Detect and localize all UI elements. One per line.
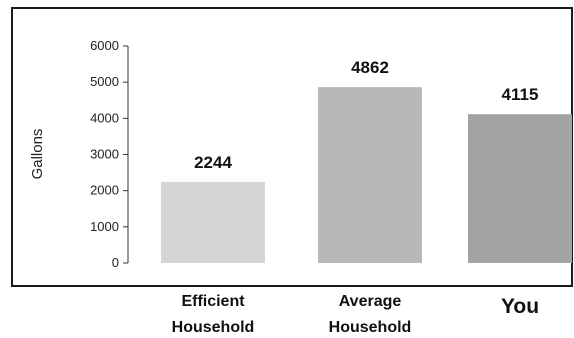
y-tick-label: 4000 xyxy=(90,110,119,125)
bar-value-label: 2244 xyxy=(194,153,232,172)
value-labels-group: 2244 4862 4115 xyxy=(194,58,538,172)
category-label: You xyxy=(501,295,539,318)
y-tick-label: 2000 xyxy=(90,183,119,198)
y-tick-label: 6000 xyxy=(90,38,119,53)
y-tick-label: 0 xyxy=(112,255,119,270)
y-axis-ticks: 0 1000 2000 3000 4000 5000 6000 xyxy=(90,38,128,270)
y-tick-label: 5000 xyxy=(90,74,119,89)
y-tick-label: 3000 xyxy=(90,147,119,162)
bar-value-label: 4115 xyxy=(502,85,539,104)
bars-group xyxy=(161,87,572,263)
bar xyxy=(468,114,572,263)
y-tick-label: 1000 xyxy=(90,219,119,234)
category-label: Efficient xyxy=(181,293,245,310)
category-label: Average xyxy=(339,293,402,310)
y-axis-title: Gallons xyxy=(29,129,46,180)
category-labels-group: Efficient Household Average Household You xyxy=(172,293,539,336)
bar xyxy=(318,87,422,263)
category-label: Household xyxy=(329,319,412,336)
category-label: Household xyxy=(172,319,255,336)
bar-value-label: 4862 xyxy=(351,58,389,77)
bar xyxy=(161,181,265,263)
